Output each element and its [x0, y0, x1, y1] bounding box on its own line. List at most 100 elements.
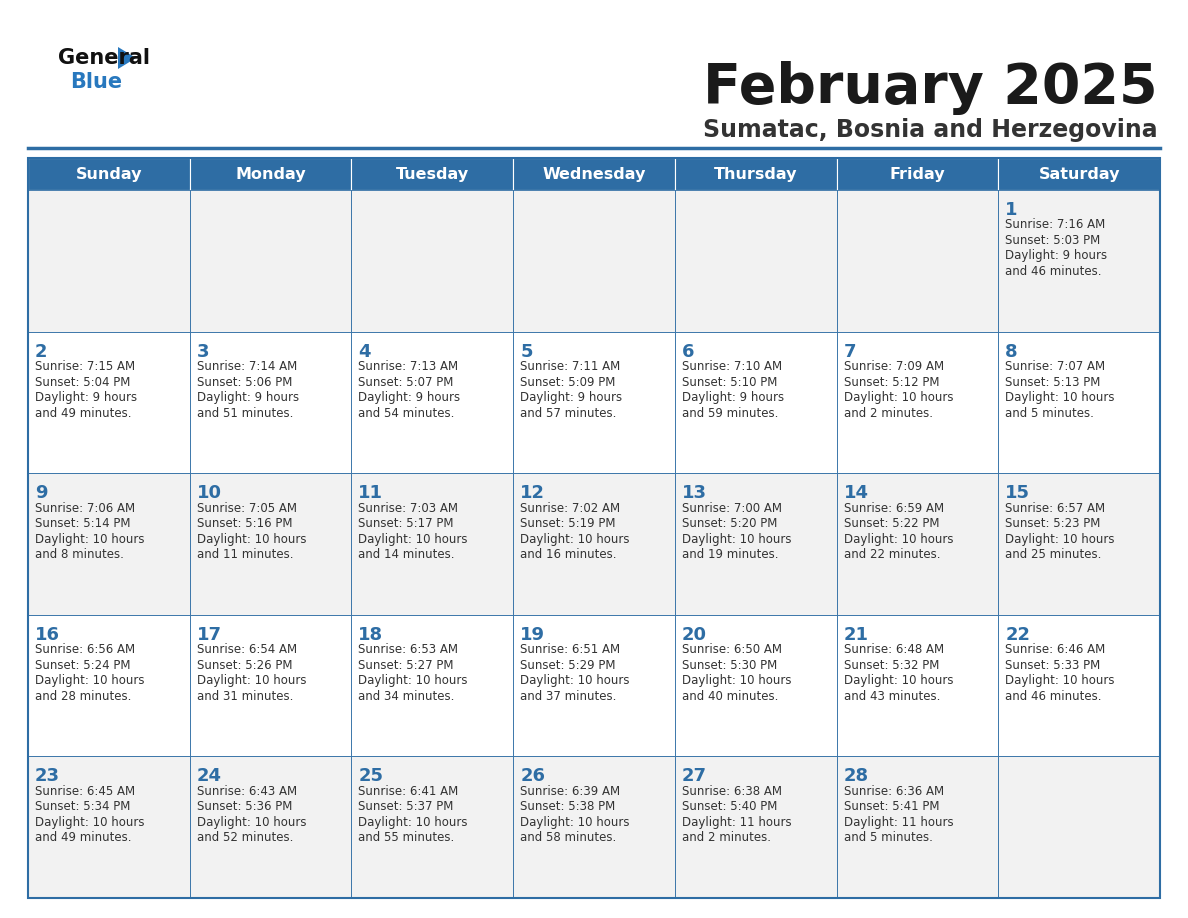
Bar	[513, 756, 675, 898]
Text: 18: 18	[359, 626, 384, 644]
Text: 21: 21	[843, 626, 868, 644]
Bar	[675, 756, 836, 898]
Text: Sunset: 5:41 PM: Sunset: 5:41 PM	[843, 800, 939, 813]
Text: and 2 minutes.: and 2 minutes.	[843, 407, 933, 420]
Text: Sunrise: 6:54 AM: Sunrise: 6:54 AM	[197, 644, 297, 656]
Text: Sunset: 5:20 PM: Sunset: 5:20 PM	[682, 517, 777, 531]
Text: Sunrise: 7:13 AM: Sunrise: 7:13 AM	[359, 360, 459, 373]
Text: Daylight: 10 hours: Daylight: 10 hours	[197, 532, 307, 545]
Text: Sunrise: 7:00 AM: Sunrise: 7:00 AM	[682, 502, 782, 515]
Text: Sunset: 5:04 PM: Sunset: 5:04 PM	[34, 375, 131, 388]
Text: Sunset: 5:37 PM: Sunset: 5:37 PM	[359, 800, 454, 813]
Text: and 49 minutes.: and 49 minutes.	[34, 407, 132, 420]
Text: Daylight: 10 hours: Daylight: 10 hours	[359, 532, 468, 545]
Text: and 46 minutes.: and 46 minutes.	[1005, 265, 1101, 278]
Text: 15: 15	[1005, 484, 1030, 502]
Text: Sunset: 5:17 PM: Sunset: 5:17 PM	[359, 517, 454, 531]
Text: Sunrise: 6:48 AM: Sunrise: 6:48 AM	[843, 644, 943, 656]
Bar	[675, 615, 836, 756]
Text: 13: 13	[682, 484, 707, 502]
Bar	[29, 158, 1159, 898]
Text: and 22 minutes.: and 22 minutes.	[843, 548, 940, 561]
Text: Sunset: 5:24 PM: Sunset: 5:24 PM	[34, 659, 131, 672]
Text: Sunset: 5:36 PM: Sunset: 5:36 PM	[197, 800, 292, 813]
Text: Daylight: 10 hours: Daylight: 10 hours	[359, 816, 468, 829]
Text: Sunset: 5:30 PM: Sunset: 5:30 PM	[682, 659, 777, 672]
Polygon shape	[118, 47, 135, 69]
Text: 7: 7	[843, 342, 857, 361]
Text: Sunset: 5:32 PM: Sunset: 5:32 PM	[843, 659, 939, 672]
Text: and 16 minutes.: and 16 minutes.	[520, 548, 617, 561]
Bar	[998, 331, 1159, 473]
Text: 24: 24	[197, 767, 222, 786]
Text: Sunrise: 6:59 AM: Sunrise: 6:59 AM	[843, 502, 943, 515]
Text: February 2025: February 2025	[703, 61, 1158, 115]
Text: 10: 10	[197, 484, 222, 502]
Text: and 28 minutes.: and 28 minutes.	[34, 689, 132, 703]
Text: Daylight: 10 hours: Daylight: 10 hours	[682, 675, 791, 688]
Text: 6: 6	[682, 342, 694, 361]
Text: Daylight: 10 hours: Daylight: 10 hours	[520, 675, 630, 688]
Text: Sunset: 5:33 PM: Sunset: 5:33 PM	[1005, 659, 1100, 672]
Bar	[513, 190, 675, 331]
Text: Sunday: Sunday	[76, 166, 143, 182]
Text: Daylight: 10 hours: Daylight: 10 hours	[843, 391, 953, 404]
Text: Friday: Friday	[890, 166, 946, 182]
Bar	[190, 615, 352, 756]
Text: 11: 11	[359, 484, 384, 502]
Text: and 51 minutes.: and 51 minutes.	[197, 407, 293, 420]
Text: Daylight: 9 hours: Daylight: 9 hours	[34, 391, 137, 404]
Text: and 19 minutes.: and 19 minutes.	[682, 548, 778, 561]
Bar	[352, 473, 513, 615]
Text: Daylight: 10 hours: Daylight: 10 hours	[682, 532, 791, 545]
Text: Daylight: 10 hours: Daylight: 10 hours	[520, 532, 630, 545]
Text: Daylight: 9 hours: Daylight: 9 hours	[520, 391, 623, 404]
Text: and 2 minutes.: and 2 minutes.	[682, 832, 771, 845]
Bar	[675, 473, 836, 615]
Text: Sunrise: 6:36 AM: Sunrise: 6:36 AM	[843, 785, 943, 798]
Text: Sunset: 5:10 PM: Sunset: 5:10 PM	[682, 375, 777, 388]
Bar	[29, 615, 190, 756]
Text: and 8 minutes.: and 8 minutes.	[34, 548, 124, 561]
Text: Daylight: 9 hours: Daylight: 9 hours	[197, 391, 299, 404]
Text: 28: 28	[843, 767, 868, 786]
Text: Daylight: 10 hours: Daylight: 10 hours	[34, 675, 145, 688]
Text: 9: 9	[34, 484, 48, 502]
Bar	[836, 615, 998, 756]
Text: and 49 minutes.: and 49 minutes.	[34, 832, 132, 845]
Text: and 11 minutes.: and 11 minutes.	[197, 548, 293, 561]
Text: and 43 minutes.: and 43 minutes.	[843, 689, 940, 703]
Text: Sunset: 5:12 PM: Sunset: 5:12 PM	[843, 375, 939, 388]
Bar	[352, 190, 513, 331]
Bar	[836, 473, 998, 615]
Text: Thursday: Thursday	[714, 166, 797, 182]
Text: Blue: Blue	[70, 72, 122, 92]
Text: Daylight: 10 hours: Daylight: 10 hours	[34, 816, 145, 829]
Bar	[836, 756, 998, 898]
Text: 8: 8	[1005, 342, 1018, 361]
Text: Monday: Monday	[235, 166, 305, 182]
Text: 22: 22	[1005, 626, 1030, 644]
Text: Sunset: 5:16 PM: Sunset: 5:16 PM	[197, 517, 292, 531]
Bar	[29, 190, 190, 331]
Bar	[190, 756, 352, 898]
Text: and 25 minutes.: and 25 minutes.	[1005, 548, 1101, 561]
Bar	[190, 473, 352, 615]
Text: Daylight: 10 hours: Daylight: 10 hours	[197, 816, 307, 829]
Text: Saturday: Saturday	[1038, 166, 1120, 182]
Text: Sumatac, Bosnia and Herzegovina: Sumatac, Bosnia and Herzegovina	[703, 118, 1158, 142]
Bar	[29, 473, 190, 615]
Bar	[998, 615, 1159, 756]
Text: Daylight: 10 hours: Daylight: 10 hours	[843, 675, 953, 688]
Text: Daylight: 9 hours: Daylight: 9 hours	[1005, 250, 1107, 263]
Text: 12: 12	[520, 484, 545, 502]
Bar	[29, 158, 190, 190]
Text: 23: 23	[34, 767, 61, 786]
Text: Sunrise: 7:06 AM: Sunrise: 7:06 AM	[34, 502, 135, 515]
Bar	[998, 158, 1159, 190]
Text: and 40 minutes.: and 40 minutes.	[682, 689, 778, 703]
Text: and 31 minutes.: and 31 minutes.	[197, 689, 293, 703]
Bar	[513, 158, 675, 190]
Text: Sunrise: 7:02 AM: Sunrise: 7:02 AM	[520, 502, 620, 515]
Text: Sunrise: 7:14 AM: Sunrise: 7:14 AM	[197, 360, 297, 373]
